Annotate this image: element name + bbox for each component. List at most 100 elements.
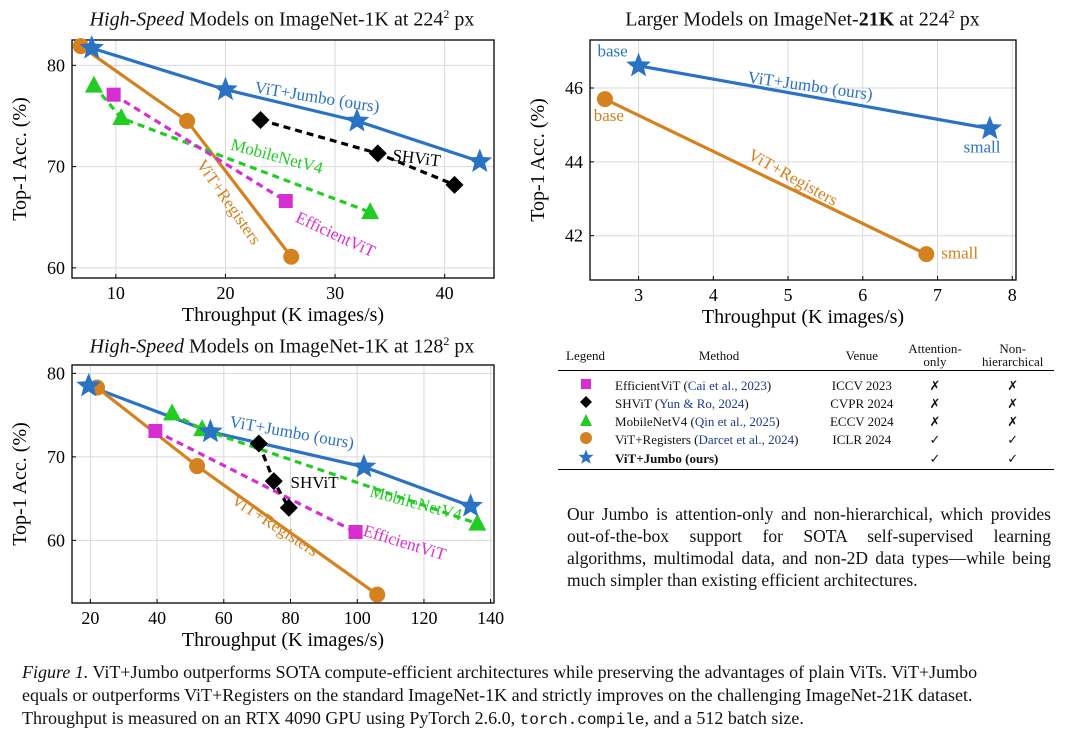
title-text: Models on ImageNet-1K at 128	[189, 335, 444, 358]
x-tick-label: 3	[634, 285, 643, 305]
x-tick-label: 8	[1008, 285, 1017, 305]
data-point-triangle	[84, 75, 103, 93]
attention-header-line1: Attention-	[908, 341, 962, 356]
x-tick-label: 80	[282, 608, 300, 628]
series-annotation: ViT+Registers	[745, 145, 841, 210]
x-axis-label: Throughput (K images/s)	[702, 306, 904, 328]
citation-link[interactable]: Qin et al., 2025	[694, 414, 776, 429]
data-point-circle	[918, 246, 935, 263]
data-point-triangle	[361, 202, 380, 220]
series-line-vit-registers	[604, 97, 927, 256]
data-point-triangle	[468, 513, 487, 531]
data-point-circle	[189, 458, 206, 475]
y-tick-label: 70	[47, 447, 65, 467]
data-point-star	[977, 115, 1003, 140]
data-point-star	[76, 372, 101, 397]
title-tail: px	[449, 335, 475, 358]
data-point-square	[348, 525, 363, 540]
plot-frame	[71, 364, 495, 604]
method-name: ViT+Registers	[615, 432, 691, 447]
circle-marker-icon	[579, 432, 592, 444]
method-name: ViT+Jumbo (ours)	[615, 451, 719, 466]
citation-link[interactable]: Cai et al., 2023	[687, 378, 767, 393]
data-point-circle	[179, 113, 196, 130]
legend-row-shvit: SHViT (Yun & Ro, 2024) CVPR 2024 ✗ ✗	[558, 395, 1054, 413]
data-point-diamond	[368, 144, 387, 163]
series-line-vit-jumbo-ours-	[88, 384, 472, 508]
x-tick-label: 7	[933, 285, 942, 305]
x-tick-label: 20	[216, 283, 234, 303]
nonhier-header-line1: Non-	[999, 341, 1027, 356]
attention-mark: ✗	[929, 396, 941, 411]
series-line-efficientvit	[154, 429, 357, 534]
title-sup: 2	[948, 7, 955, 21]
square-marker-icon	[580, 379, 591, 389]
x-axis-label: Throughput (K images/s)	[182, 629, 384, 651]
y-tick-label: 70	[47, 157, 65, 177]
x-tick-label: 4	[709, 285, 718, 305]
venue	[825, 449, 899, 470]
caption-line3: Throughput is measured on an RTX 4090 GP…	[22, 708, 520, 728]
chart-title-top-left: High-Speed Models on ImageNet-1K at 2242…	[72, 7, 492, 32]
x-tick-label: 60	[215, 608, 233, 628]
data-point-star	[626, 52, 651, 77]
chart-title-top-right: Larger Models on ImageNet-21K at 2242 px	[590, 7, 1015, 32]
plot-frame	[589, 39, 1017, 281]
data-point-square	[106, 87, 121, 102]
chart-top-right: 3 4 5 6 7 8 42 44 46 Throughput (K images/s) Top-1…	[530, 39, 1017, 328]
diamond-marker-icon	[579, 396, 592, 408]
attention-header: Attention-only	[899, 340, 972, 371]
title-sup: 2	[443, 7, 450, 21]
y-tick-label: 60	[47, 530, 65, 550]
legend-table: Legend Method Venue Attention-only Non-h…	[558, 340, 1054, 470]
y-tick-label: 44	[565, 152, 583, 172]
data-point-star	[351, 453, 377, 478]
star-marker-icon	[578, 449, 594, 464]
venue: CVPR 2024	[830, 396, 894, 411]
citation-link[interactable]: Yun & Ro, 2024	[659, 396, 745, 411]
series-annotation: base	[597, 42, 627, 61]
legend-row-efficientvit: EfficientViT (Cai et al., 2023) ICCV 202…	[558, 371, 1054, 396]
method-name: EfficientViT	[615, 378, 681, 393]
figure-caption: Figure 1. ViT+Jumbo outperforms SOTA com…	[22, 661, 1080, 732]
series-annotation: base	[594, 106, 624, 125]
x-tick-label: 30	[326, 283, 344, 303]
method-name: SHViT	[615, 396, 652, 411]
data-point-star	[344, 108, 370, 132]
series-annotation: ViT+Jumbo (ours)	[746, 68, 874, 104]
y-axis-label: Top-1 Acc. (%)	[9, 422, 31, 546]
data-point-star	[467, 148, 493, 172]
x-tick-label: 120	[410, 608, 437, 628]
data-point-star	[213, 76, 238, 101]
caption-line2: equals or outperforms ViT+Registers on t…	[22, 685, 973, 705]
citation-link[interactable]: Darcet et al., 2024	[698, 432, 795, 447]
series-line-vit-jumbo-ours-	[91, 46, 481, 164]
attention-header-line2: only	[923, 354, 947, 369]
data-point-star	[458, 493, 483, 517]
caption-line3-end: , and a 512 batch size.	[644, 708, 804, 728]
legend-row-mobilenetv4: MobileNetV4 (Qin et al., 2025) ECCV 2024…	[558, 413, 1054, 431]
data-point-circle	[596, 91, 613, 108]
legend-row-vit-jumbo: ViT+Jumbo (ours) ✓ ✓	[558, 449, 1054, 470]
data-point-diamond	[279, 498, 298, 517]
nonhier-header: Non-hierarchical	[971, 340, 1054, 371]
title-tail: px	[954, 8, 980, 31]
venue: ICLR 2024	[832, 432, 892, 447]
nonhier-mark: ✓	[1007, 451, 1019, 466]
y-axis-label: Top-1 Acc. (%)	[530, 98, 549, 222]
y-tick-label: 80	[47, 363, 65, 383]
nonhier-mark: ✗	[1007, 396, 1019, 411]
legend-header: Legend	[566, 347, 605, 363]
attention-mark: ✗	[929, 378, 941, 393]
series-annotation: ViT+Jumbo (ours)	[228, 412, 356, 453]
data-point-circle	[283, 248, 300, 265]
x-tick-label: 6	[858, 285, 867, 305]
data-point-diamond	[264, 472, 283, 491]
data-point-square	[148, 423, 163, 438]
description-paragraph: Our Jumbo is attention-only and non-hier…	[567, 504, 1051, 590]
attention-mark: ✓	[929, 451, 941, 466]
data-point-star	[79, 35, 105, 59]
title-bold: 21K	[858, 8, 895, 31]
title-italic: High-Speed	[89, 335, 185, 358]
